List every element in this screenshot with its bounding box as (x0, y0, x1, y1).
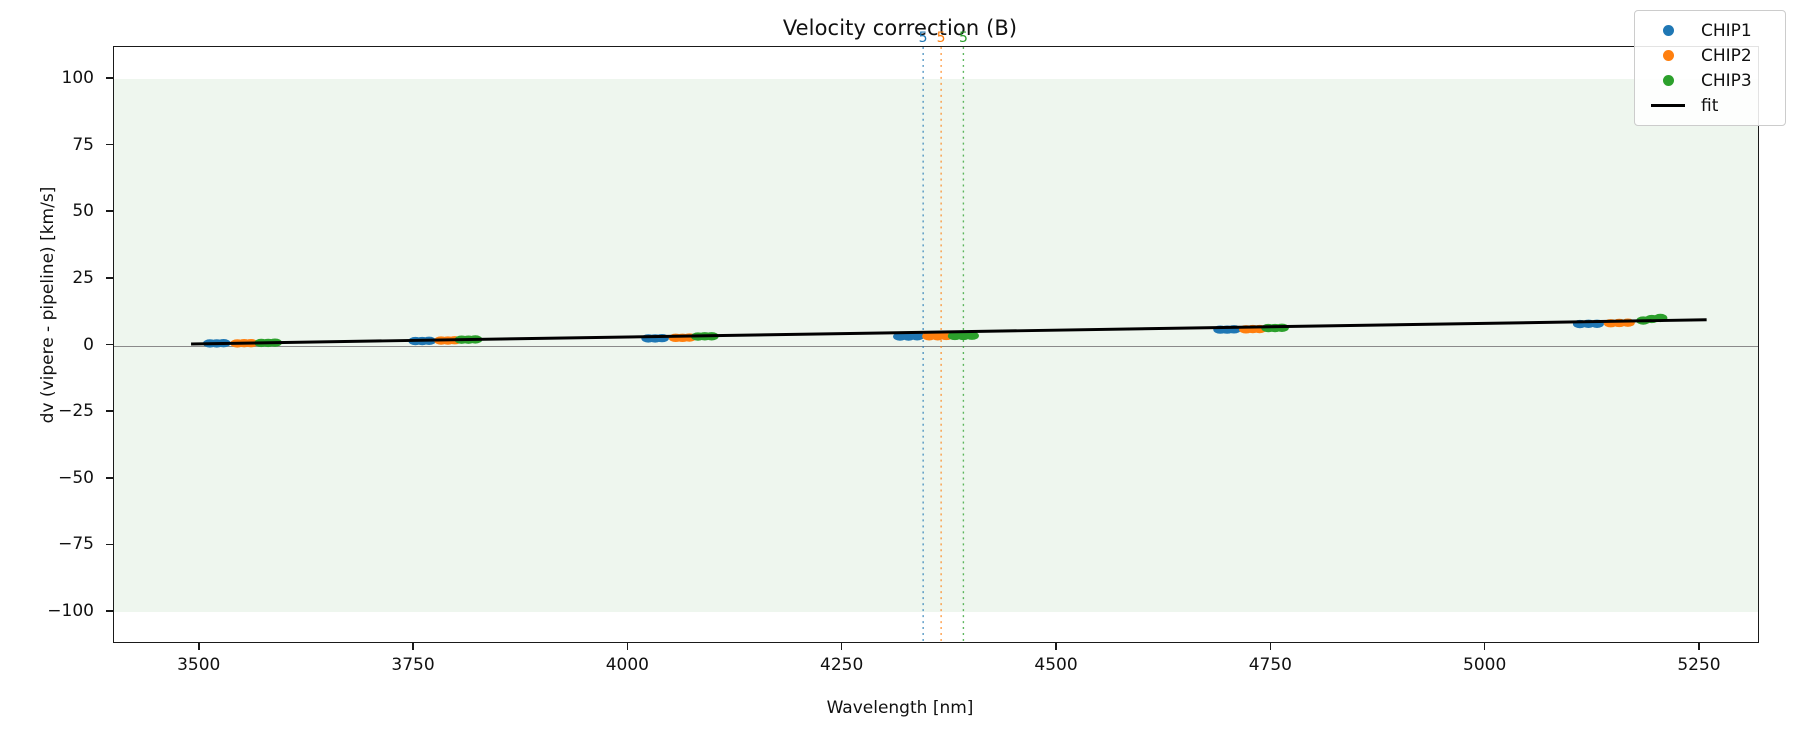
vline-label: 5 (958, 30, 968, 46)
data-layer (191, 47, 1707, 642)
x-tick-label: 4500 (1034, 655, 1078, 675)
y-tick-mark (106, 543, 113, 546)
y-tick-mark (106, 343, 113, 346)
x-tick-label: 3500 (177, 655, 221, 675)
y-tick-label: −50 (58, 467, 94, 488)
x-tick-label: 4250 (820, 655, 864, 675)
y-tick-label: −100 (47, 601, 94, 622)
x-tick-mark (626, 643, 629, 650)
y-tick-mark (106, 143, 113, 146)
legend-label-chip2: CHIP2 (1701, 45, 1752, 66)
legend-item[interactable]: CHIP1 (1645, 18, 1775, 43)
y-axis-label: dv (vipere - pipeline) [km/s] (38, 186, 58, 424)
x-tick-mark (412, 643, 414, 650)
legend-marker-fit (1645, 104, 1691, 107)
x-tick-label: 4000 (605, 655, 649, 675)
tolerance-band (114, 78, 1758, 612)
x-tick-mark (1698, 643, 1700, 650)
zero-reference-line (114, 345, 1758, 347)
data-point (964, 331, 979, 340)
y-tick-label: 100 (61, 67, 94, 88)
data-point (910, 332, 925, 341)
y-tick-mark (106, 277, 113, 279)
y-tick-mark (106, 610, 113, 612)
vline-label: 5 (918, 30, 928, 46)
x-tick-mark (1269, 643, 1272, 650)
legend-marker-chip1 (1645, 25, 1691, 36)
x-tick-mark (197, 643, 200, 650)
fit-line (191, 318, 1707, 346)
vline-label: 5 (936, 30, 946, 46)
legend-label-fit: fit (1701, 95, 1719, 116)
x-tick-label: 5250 (1677, 655, 1721, 675)
y-tick-label: 25 (72, 267, 94, 288)
y-tick-label: −25 (58, 401, 94, 422)
legend-label-chip1: CHIP1 (1701, 20, 1752, 41)
y-tick-label: 75 (72, 134, 94, 155)
legend-marker-chip2 (1645, 50, 1691, 61)
y-tick-mark (106, 476, 113, 479)
y-tick-mark (106, 77, 113, 79)
y-tick-label: 0 (83, 334, 94, 355)
legend-item[interactable]: CHIP3 (1645, 68, 1775, 93)
y-tick-mark (106, 210, 113, 213)
x-tick-mark (1055, 643, 1057, 650)
page-title: Velocity correction (B) (782, 16, 1018, 40)
x-axis-label: Wavelength [nm] (826, 698, 974, 718)
y-tick-mark (106, 410, 113, 412)
y-tick-label: 50 (72, 201, 94, 222)
x-tick-mark (840, 643, 843, 650)
legend-marker-chip3 (1645, 75, 1691, 86)
y-tick-label: −75 (58, 534, 94, 555)
plot-area (113, 46, 1759, 643)
legend-item[interactable]: CHIP2 (1645, 43, 1775, 68)
legend-item[interactable]: fit (1645, 93, 1775, 118)
x-tick-label: 3750 (391, 655, 435, 675)
legend[interactable]: CHIP1 CHIP2 CHIP3 fit (1634, 10, 1786, 126)
legend-label-chip3: CHIP3 (1701, 70, 1752, 91)
x-tick-mark (1483, 643, 1486, 650)
x-tick-label: 4750 (1248, 655, 1292, 675)
x-tick-label: 5000 (1463, 655, 1507, 675)
